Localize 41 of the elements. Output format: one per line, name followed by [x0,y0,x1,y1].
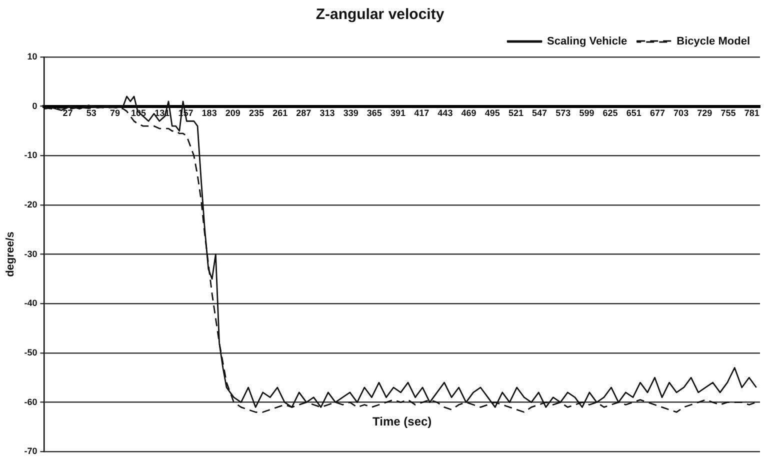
x-tick-label: 417 [414,108,430,118]
y-axis-title: degree/s [4,232,17,277]
y-tick-label: -50 [24,347,38,358]
x-tick-label: 235 [248,108,264,118]
y-tick-label: 0 [32,100,38,111]
y-tick-label: -10 [24,150,38,160]
x-tick-label: 677 [650,108,665,118]
x-tick-label: 391 [390,108,406,118]
x-tick-label: 365 [366,108,382,118]
legend-label: Bicycle Model [676,36,750,48]
x-tick-label: 313 [320,108,335,118]
x-tick-label: 339 [343,108,358,118]
x-tick-label: 729 [697,108,712,118]
y-tick-label: -30 [24,248,38,259]
y-tick-label: -40 [24,298,38,308]
y-tick-label: -60 [24,396,38,407]
legend-label: Scaling Vehicle [547,36,628,48]
x-tick-label: 625 [602,108,618,118]
x-tick-label: 547 [532,108,548,118]
x-tick-label: 573 [556,108,571,118]
x-tick-label: 79 [110,108,120,118]
x-tick-label: 53 [86,108,96,118]
x-tick-label: 287 [296,108,312,118]
x-tick-label: 651 [626,108,642,118]
x-tick-label: 209 [225,108,240,118]
x-tick-label: 495 [484,108,500,118]
chart-title: Z-angular velocity [316,6,445,24]
x-tick-label: 183 [202,108,217,118]
x-tick-label: 443 [438,108,453,118]
x-tick-label: 469 [461,108,476,118]
x-tick-label: 755 [720,108,736,118]
x-tick-label: 599 [579,108,594,118]
x-tick-label: 27 [62,108,73,118]
x-tick-label: 261 [272,108,288,118]
x-tick-label: 703 [674,108,689,118]
y-tick-label: -20 [24,199,38,210]
x-tick-label: 521 [508,108,524,118]
x-tick-label: 781 [744,108,760,118]
x-axis-title: Time (sec) [372,414,432,428]
y-tick-label: 10 [27,51,38,62]
y-tick-label: -70 [24,446,38,456]
